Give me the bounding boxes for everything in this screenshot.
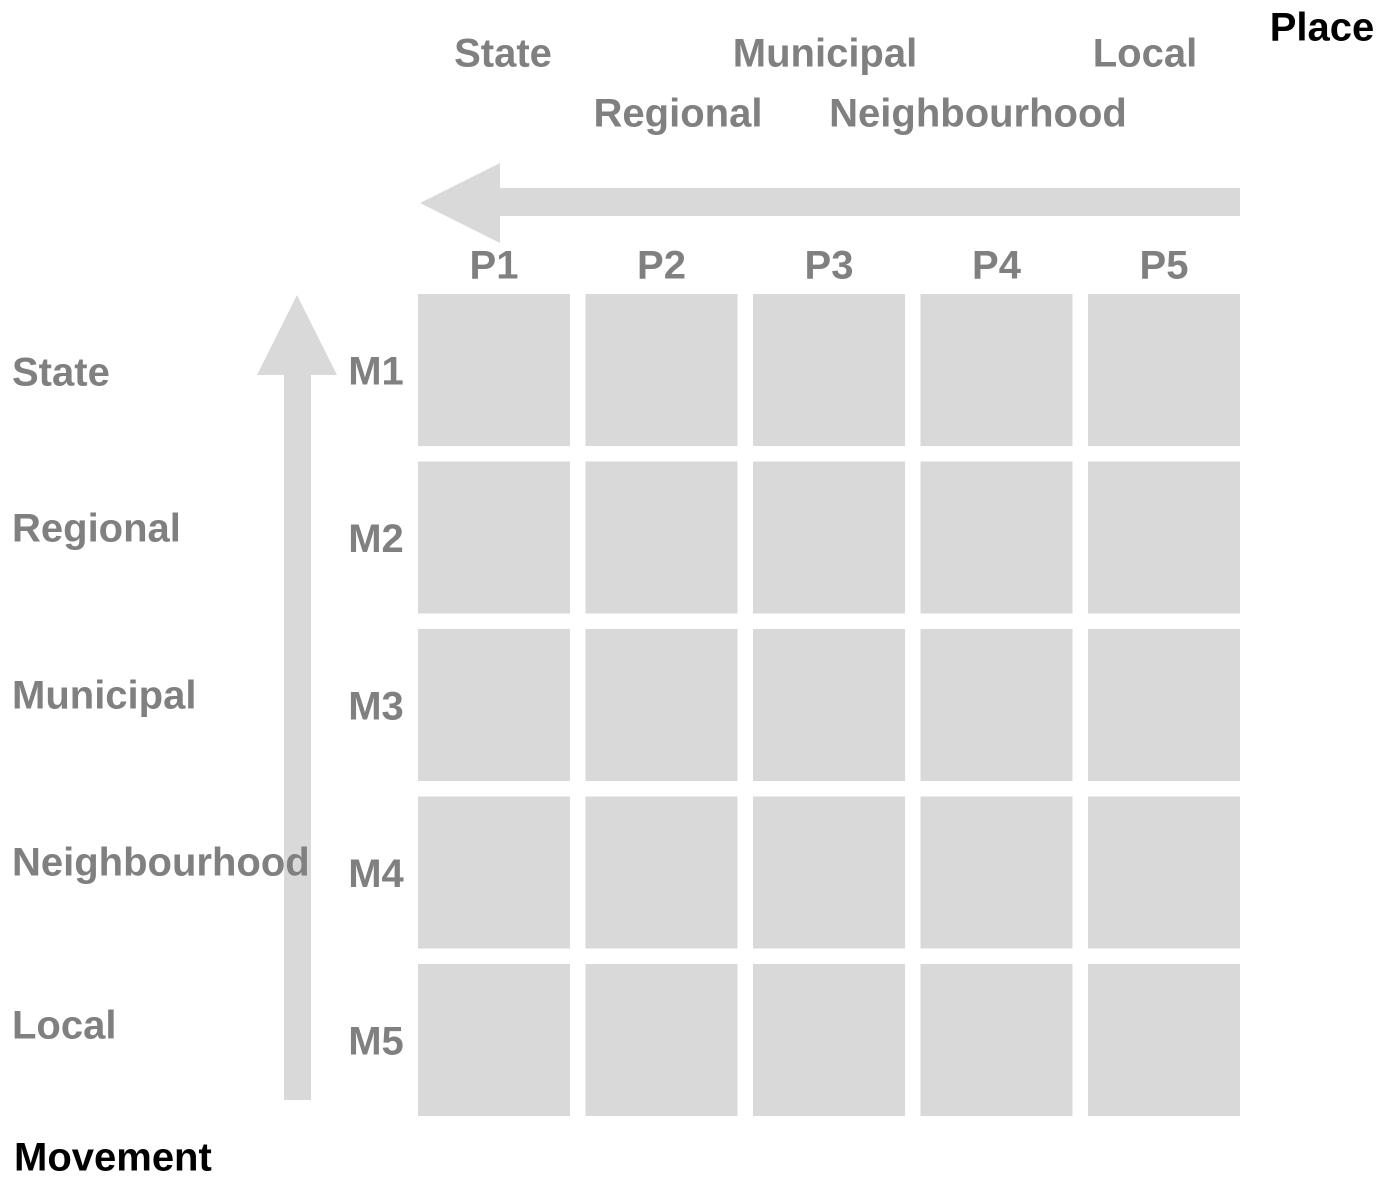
grid-cell bbox=[585, 461, 738, 614]
grid-cell bbox=[418, 294, 570, 446]
column-label: P1 bbox=[470, 244, 519, 288]
place-level: Regional bbox=[594, 92, 763, 136]
place-level: State bbox=[454, 32, 552, 76]
place-title: Place bbox=[1270, 6, 1375, 50]
grid-cell bbox=[1088, 796, 1240, 949]
grid-cell bbox=[418, 964, 570, 1116]
column-label: P5 bbox=[1140, 244, 1189, 288]
row-label: M2 bbox=[348, 517, 404, 561]
place-level: Municipal bbox=[733, 32, 917, 76]
column-label: P3 bbox=[805, 244, 854, 288]
column-label: P4 bbox=[972, 244, 1022, 288]
movement-level: Municipal bbox=[12, 674, 196, 718]
row-label: M1 bbox=[348, 350, 404, 394]
grid-cell bbox=[753, 964, 905, 1116]
grid-cell bbox=[585, 294, 738, 446]
row-label: M5 bbox=[348, 1020, 404, 1064]
grid-cell bbox=[753, 461, 905, 614]
grid-cell bbox=[920, 629, 1073, 781]
grid-cell bbox=[920, 964, 1073, 1116]
movement-level: Local bbox=[12, 1004, 116, 1048]
grid-cell bbox=[1088, 964, 1240, 1116]
movement-arrow bbox=[257, 295, 337, 1100]
row-label: M3 bbox=[348, 685, 404, 729]
grid-cell bbox=[753, 294, 905, 446]
movement-level: Regional bbox=[12, 507, 181, 551]
grid-cell bbox=[1088, 629, 1240, 781]
row-label: M4 bbox=[348, 852, 404, 896]
grid-cell bbox=[418, 796, 570, 949]
grid-cell bbox=[920, 461, 1073, 614]
movement-level: Neighbourhood bbox=[12, 841, 310, 885]
movement-level: State bbox=[12, 351, 110, 395]
grid-cell bbox=[585, 964, 738, 1116]
grid-cell bbox=[753, 796, 905, 949]
place-level: Local bbox=[1093, 32, 1197, 76]
grid-cell bbox=[585, 629, 738, 781]
place-level: Neighbourhood bbox=[829, 92, 1127, 136]
grid-cell bbox=[920, 294, 1073, 446]
grid-cell bbox=[418, 461, 570, 614]
grid-cell bbox=[418, 629, 570, 781]
movement-title: Movement bbox=[14, 1136, 212, 1180]
grid-cell bbox=[1088, 294, 1240, 446]
grid-cell bbox=[920, 796, 1073, 949]
grid-cell bbox=[585, 796, 738, 949]
grid-cell bbox=[753, 629, 905, 781]
grid-cell bbox=[1088, 461, 1240, 614]
place-arrow bbox=[420, 163, 1240, 243]
column-label: P2 bbox=[637, 244, 686, 288]
